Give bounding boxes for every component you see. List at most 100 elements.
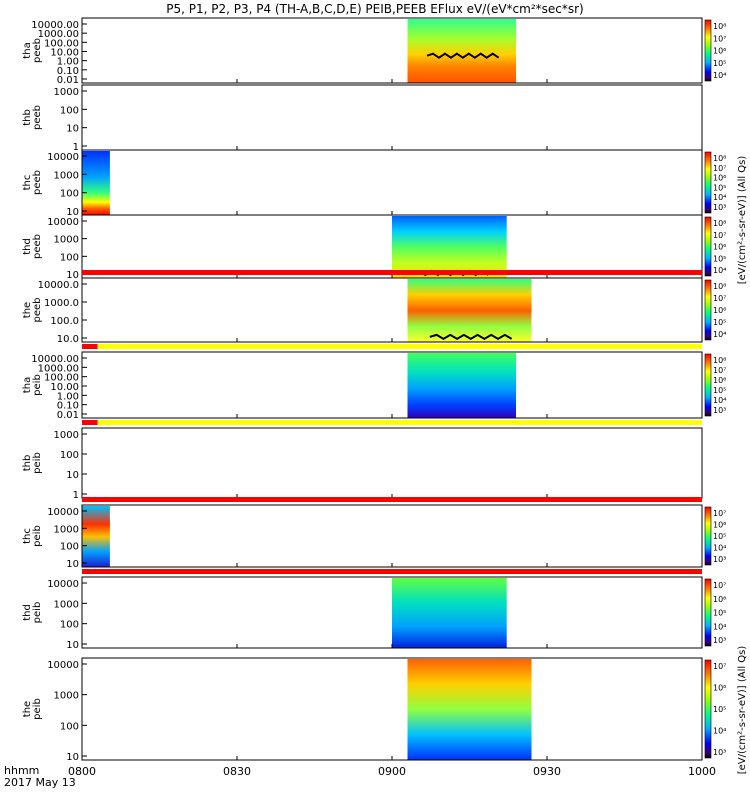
- colorbar-tick-label: 10⁴: [713, 396, 726, 405]
- quality-band: [82, 344, 702, 349]
- colorbar-label-ion: [eV/(cm²-s-sr-eV)] (All Qs): [737, 646, 748, 775]
- panel-label: the: [22, 701, 33, 717]
- panel-label: peib: [32, 525, 43, 547]
- quality-band: [82, 497, 702, 502]
- y-tick-label: 0.10: [57, 401, 79, 412]
- panel-label: thc: [22, 528, 33, 544]
- colorbar-tick-label: 10³: [713, 555, 726, 564]
- colorbar-tick-label: 10⁷: [713, 509, 726, 518]
- panel-frame: [81, 17, 703, 84]
- panel-label: tha: [22, 42, 33, 58]
- colorbar-tick-label: 10⁸: [713, 356, 726, 365]
- time-axis-label: hhmm: [4, 764, 39, 777]
- colorbar-tick-label: 10⁵: [713, 254, 726, 263]
- colorbar-tick-label: 10³: [713, 748, 726, 757]
- colorbar-tick-label: 10⁵: [713, 59, 726, 68]
- colorbar-tick-label: 10⁴: [713, 193, 726, 202]
- colorbar-tick-label: 10⁵: [713, 183, 726, 192]
- y-tick-label: 1: [73, 142, 79, 153]
- colorbar-tick-label: 10⁴: [713, 266, 726, 275]
- colorbar-tick-label: 10⁸: [713, 219, 726, 228]
- colorbar-tick-label: 10⁶: [713, 595, 726, 604]
- y-tick-label: 10: [66, 559, 79, 570]
- y-tick-label: 100: [60, 542, 79, 553]
- time-tick-label: 0900: [378, 765, 406, 778]
- y-tick-label: 100.00: [44, 373, 79, 384]
- spectrogram-panel-thb-peeb: 1000 100 10 1 thb peeb: [22, 84, 703, 153]
- y-tick-label: 1000: [54, 691, 79, 702]
- spectrogram-panel-thd-peeb: 10000 1000 100 10 thd peeb 10⁸ 10⁷ 10⁶ 10⁵ 10⁴: [22, 214, 726, 281]
- y-tick-label: 1000: [54, 170, 79, 181]
- colorbar-tick-label: 10⁶: [713, 47, 726, 56]
- colorbar: [704, 506, 712, 566]
- colorbar-tick-label: 10⁶: [713, 376, 726, 385]
- time-tick-label: 0800: [68, 765, 96, 778]
- panel-label: tha: [22, 377, 33, 393]
- y-tick-label: 1000.00: [38, 363, 79, 374]
- y-tick-label: 100: [60, 450, 79, 461]
- colorbar: [704, 19, 712, 82]
- y-tick-label: 10: [66, 752, 79, 763]
- colorbar: [704, 659, 712, 759]
- quality-band: [82, 270, 702, 275]
- y-tick-label: 1000: [54, 430, 79, 441]
- y-tick-label: 10000: [47, 152, 79, 163]
- colorbar: [704, 279, 712, 341]
- panel-label: thc: [22, 175, 33, 191]
- colorbar-tick-label: 10⁸: [713, 154, 726, 163]
- y-tick-label: 100: [60, 252, 79, 263]
- y-tick-label: 100.00: [44, 38, 79, 49]
- colorbar: [704, 578, 712, 647]
- panel-label: peeb: [32, 170, 43, 195]
- spectrogram-data: [82, 151, 110, 215]
- spectrogram-data: [392, 578, 507, 648]
- quality-band: [82, 420, 702, 425]
- y-tick-label: 10.00: [50, 382, 79, 393]
- panel-label: peeb: [32, 234, 43, 259]
- y-tick-label: 0.10: [57, 66, 79, 77]
- colorbar-tick-label: 10⁷: [713, 34, 726, 43]
- panel-frame: [81, 427, 703, 499]
- y-tick-label: 10000: [47, 660, 79, 671]
- panel-frame: [81, 84, 703, 151]
- y-tick-label: 10: [66, 124, 79, 135]
- panel-label: the: [22, 302, 33, 318]
- colorbar-tick-label: 10⁷: [713, 231, 726, 240]
- panel-label: peib: [32, 698, 43, 720]
- spectrogram-panel-thd-peib: 10000 1000 100 10 thd peib 10⁷ 10⁶ 10⁵ 10⁴ 10³: [22, 569, 726, 651]
- y-tick-label: 1.00: [57, 391, 79, 402]
- time-tick-label: 0930: [533, 765, 561, 778]
- spectrogram-data: [82, 506, 110, 567]
- colorbar-tick-label: 10⁵: [713, 609, 726, 618]
- y-tick-label: 10000: [47, 217, 79, 228]
- colorbar-tick-label: 10⁶: [713, 174, 726, 183]
- y-tick-label: 1000: [54, 599, 79, 610]
- colorbar-tick-label: 10⁷: [713, 581, 726, 590]
- colorbar-tick-label: 10⁶: [713, 521, 726, 530]
- panel-label: peib: [32, 374, 43, 396]
- colorbar-tick-label: 10⁷: [713, 294, 726, 303]
- y-tick-label: 1000: [54, 524, 79, 535]
- quality-band: [82, 569, 702, 574]
- colorbar-tick-label: 10⁴: [713, 330, 726, 339]
- y-tick-label: 0.01: [57, 75, 79, 86]
- colorbar-tick-label: 10⁶: [713, 306, 726, 315]
- colorbar: [704, 353, 712, 417]
- y-tick-label: 10.0: [57, 334, 79, 345]
- y-tick-label: 100: [60, 105, 79, 116]
- colorbar-tick-label: 10⁶: [713, 243, 726, 252]
- colorbar-tick-label: 10⁵: [713, 318, 726, 327]
- quality-band-segment: [82, 344, 98, 349]
- y-tick-label: 100: [60, 721, 79, 732]
- colorbar-tick-label: 10⁴: [713, 544, 726, 553]
- y-tick-label: 10.00: [50, 48, 79, 59]
- y-tick-label: 10: [66, 470, 79, 481]
- panel-label: peeb: [32, 38, 43, 63]
- panel-label: thd: [22, 604, 33, 621]
- time-axis-date: 2017 May 13: [4, 776, 76, 789]
- colorbar-tick-label: 10⁸: [713, 282, 726, 291]
- colorbar-tick-label: 10⁴: [713, 71, 726, 80]
- panel-label: thb: [22, 455, 33, 472]
